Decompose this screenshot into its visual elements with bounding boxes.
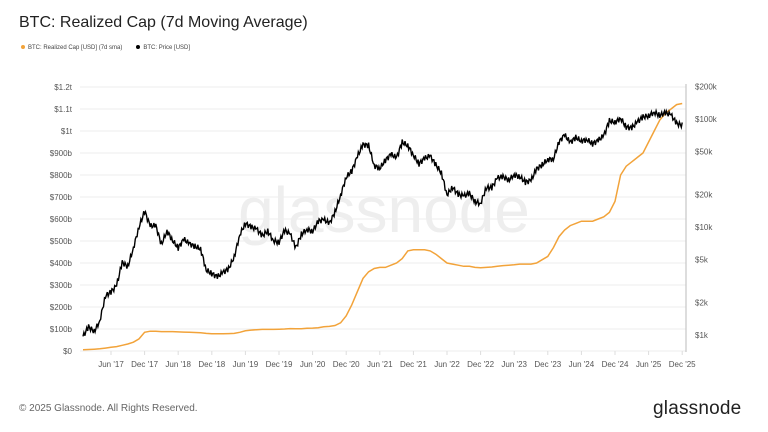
legend-item-realized-cap[interactable]: BTC: Realized Cap [USD] (7d sma) xyxy=(21,45,122,51)
x-tick-label: Dec '24 xyxy=(602,360,629,369)
legend-dot-orange-icon xyxy=(21,45,25,50)
x-tick-label: Jun '24 xyxy=(569,360,595,369)
right-tick-label: $10k xyxy=(695,223,713,232)
x-tick-label: Dec '19 xyxy=(266,360,293,369)
chart-title: BTC: Realized Cap (7d Moving Average) xyxy=(19,14,308,31)
left-tick-label: $900b xyxy=(50,149,73,158)
glassnode-logo: glassnode xyxy=(653,398,742,419)
legend: BTC: Realized Cap [USD] (7d sma) BTC: Pr… xyxy=(21,45,190,51)
x-tick-label: Jun '19 xyxy=(233,360,259,369)
left-tick-label: $100b xyxy=(50,325,73,334)
x-tick-label: Dec '23 xyxy=(534,360,561,369)
right-tick-label: $100k xyxy=(695,115,718,124)
x-tick-label: Jun '17 xyxy=(98,360,124,369)
x-tick-label: Dec '21 xyxy=(400,360,427,369)
x-tick-label: Dec '17 xyxy=(131,360,158,369)
left-tick-label: $600b xyxy=(50,215,73,224)
left-tick-label: $0 xyxy=(63,347,72,356)
right-tick-label: $50k xyxy=(695,148,713,157)
realized-cap-line xyxy=(82,102,683,351)
x-tick-label: Dec '20 xyxy=(333,360,360,369)
right-tick-label: $20k xyxy=(695,190,713,199)
x-tick-label: Jun '23 xyxy=(501,360,527,369)
x-tick-label: Dec '18 xyxy=(198,360,225,369)
left-tick-label: $1t xyxy=(61,127,73,136)
left-tick-label: $200b xyxy=(50,303,73,312)
x-tick-label: Dec '22 xyxy=(467,360,494,369)
right-tick-label: $1k xyxy=(695,331,709,340)
right-tick-label: $5k xyxy=(695,255,709,264)
x-tick-label: Jun '18 xyxy=(165,360,191,369)
left-tick-label: $300b xyxy=(50,281,73,290)
legend-item-price[interactable]: BTC: Price [USD] xyxy=(136,45,190,51)
left-tick-label: $1.2t xyxy=(54,83,73,92)
right-tick-label: $200k xyxy=(695,83,718,92)
x-tick-label: Jun '25 xyxy=(636,360,662,369)
left-tick-label: $400b xyxy=(50,259,73,268)
x-tick-label: Jun '21 xyxy=(367,360,393,369)
x-tick-label: Dec '25 xyxy=(669,360,696,369)
left-tick-label: $1.1t xyxy=(54,105,73,114)
left-tick-label: $800b xyxy=(50,171,73,180)
right-tick-label: $2k xyxy=(695,298,709,307)
left-tick-label: $500b xyxy=(50,237,73,246)
left-tick-label: $700b xyxy=(50,193,73,202)
x-tick-label: Jun '22 xyxy=(434,360,460,369)
x-tick-label: Jun '20 xyxy=(300,360,326,369)
legend-dot-black-icon xyxy=(136,45,141,50)
copyright: © 2025 Glassnode. All Rights Reserved. xyxy=(19,403,198,414)
price-line xyxy=(82,108,683,337)
